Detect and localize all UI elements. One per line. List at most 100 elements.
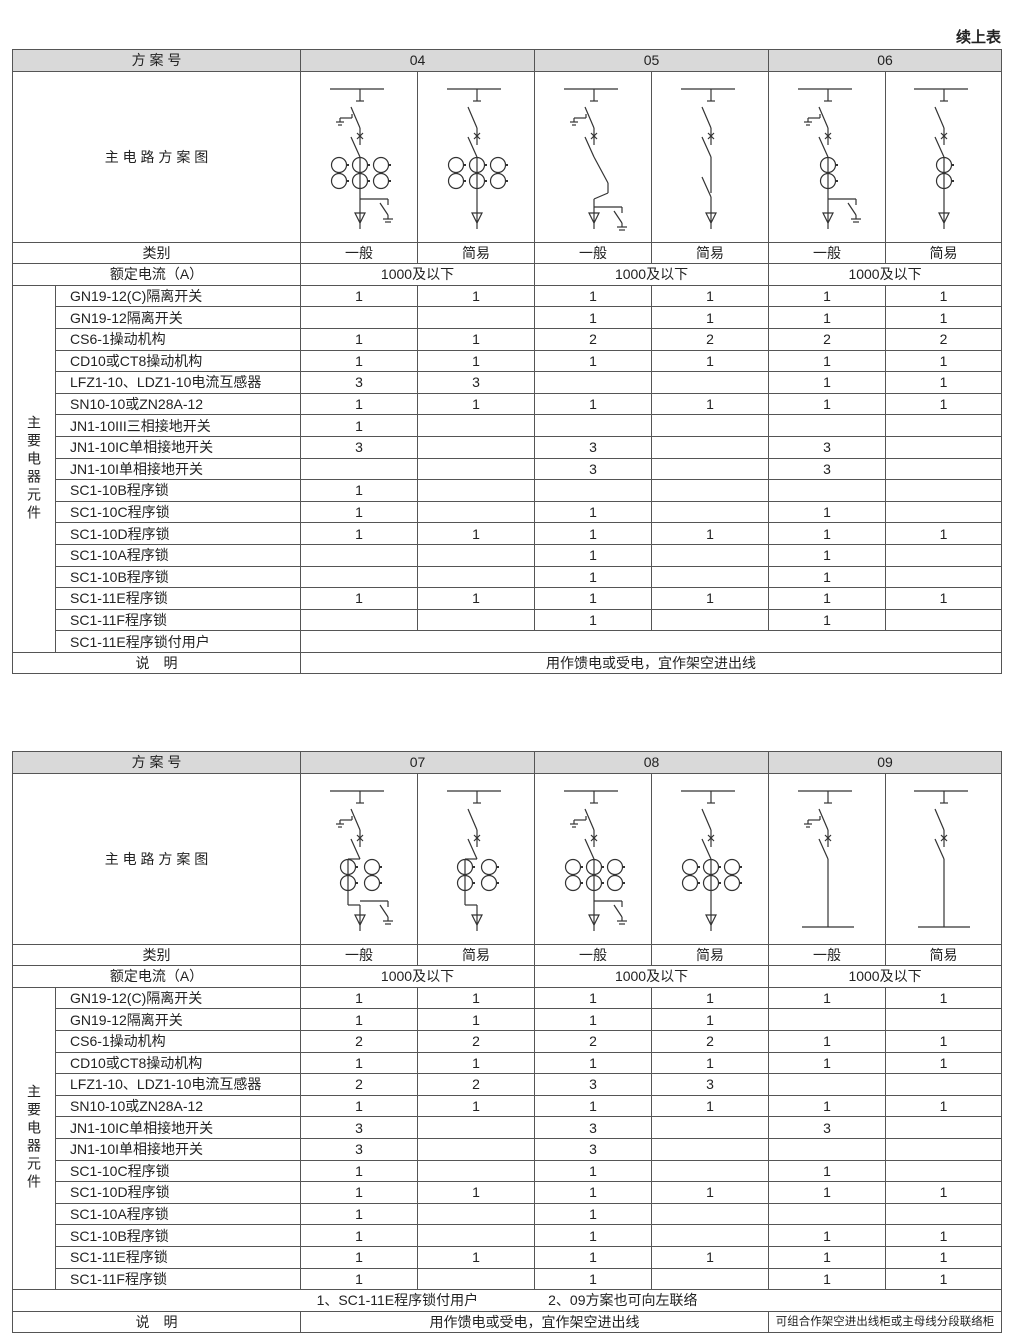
component-name: SC1-10A程序锁 xyxy=(55,1202,301,1226)
component-qty: 1 xyxy=(416,986,536,1010)
component-qty: 1 xyxy=(416,1245,536,1269)
component-qty: 1 xyxy=(651,1051,770,1075)
component-name: SC1-10D程序锁 xyxy=(55,522,301,545)
main-components-label: 主要电器元件 xyxy=(12,986,56,1291)
component-qty xyxy=(885,1008,1003,1031)
component-name: SN10-10或ZN28A-12 xyxy=(55,1094,301,1118)
component-qty: 1 xyxy=(885,1029,1003,1053)
component-qty: 1 xyxy=(768,1094,887,1118)
component-row: SC1-11E程序锁 1 1 1 1 1 1 xyxy=(13,587,1003,610)
scheme-number: 04 xyxy=(299,49,536,72)
circuit-diagram xyxy=(329,789,393,931)
component-qty: 1 xyxy=(300,1051,418,1075)
circuit-diagram xyxy=(797,87,861,229)
component-qty xyxy=(885,608,1003,632)
diagram-cell xyxy=(300,772,418,945)
circuit-diagram xyxy=(329,87,393,229)
component-qty: 1 xyxy=(416,1051,536,1075)
diagram-cell xyxy=(651,70,770,243)
component-name: JN1-10IC单相接地开关 xyxy=(55,1116,301,1139)
component-qty xyxy=(416,479,536,502)
diagram-cell xyxy=(416,772,536,945)
component-qty: 1 xyxy=(416,349,536,373)
component-qty: 1 xyxy=(300,1267,418,1291)
component-qty: 2 xyxy=(300,1073,418,1096)
circuit-diagram xyxy=(563,87,627,231)
diagram-cell xyxy=(768,70,887,243)
component-qty: 1 xyxy=(416,587,536,610)
component-qty: 2 xyxy=(651,327,770,351)
component-qty: 1 xyxy=(885,1224,1003,1247)
scheme-header-row: 方 案 号 07 08 09 xyxy=(12,751,1003,774)
component-name: GN19-12(C)隔离开关 xyxy=(55,986,301,1010)
component-qty xyxy=(416,1224,536,1247)
scheme-number: 07 xyxy=(299,751,536,774)
scheme-number: 09 xyxy=(768,751,1003,774)
component-qty xyxy=(534,479,653,502)
component-qty: 1 xyxy=(534,1094,653,1118)
component-qty xyxy=(651,1137,770,1161)
component-qty xyxy=(651,479,770,502)
component-qty: 1 xyxy=(885,522,1003,545)
component-qty xyxy=(885,1116,1003,1139)
component-qty xyxy=(416,543,536,567)
category-cell: 一般 xyxy=(300,943,418,967)
component-qty: 1 xyxy=(416,284,536,308)
remarks-cell: 可组合作架空进出线柜或主母线分段联络柜 xyxy=(768,1310,1003,1334)
component-qty: 3 xyxy=(416,371,536,394)
component-qty: 1 xyxy=(300,414,418,437)
component-qty: 1 xyxy=(534,986,653,1010)
component-qty: 1 xyxy=(651,392,770,416)
component-qty: 2 xyxy=(534,1029,653,1053)
component-qty: 1 xyxy=(651,522,770,545)
diagram-row: 主 电 路 方 案 图 xyxy=(12,772,1003,945)
component-row: GN19-12隔离开关 1 1 1 1 xyxy=(13,306,1003,329)
category-cell: 一般 xyxy=(534,241,653,265)
component-qty: 1 xyxy=(768,587,887,610)
component-qty: 1 xyxy=(885,349,1003,373)
component-qty: 1 xyxy=(768,284,887,308)
component-qty: 1 xyxy=(534,565,653,589)
component-row: 主要电器元件 GN19-12(C)隔离开关 1 1 1 1 1 1 xyxy=(12,284,1003,653)
component-qty xyxy=(768,479,887,502)
component-qty xyxy=(300,565,418,589)
component-row: SC1-10A程序锁 1 1 xyxy=(13,543,1003,567)
component-row: LFZ1-10、LDZ1-10电流互感器 2 2 3 3 xyxy=(13,1073,1003,1096)
component-qty: 1 xyxy=(768,522,887,545)
component-qty xyxy=(651,500,770,524)
component-qty: 1 xyxy=(300,1245,418,1269)
component-qty: 1 xyxy=(885,587,1003,610)
component-qty: 1 xyxy=(534,587,653,610)
notes-cell: 1、SC1-11E程序锁付用户 2、09方案也可向左联络 xyxy=(11,1289,1003,1312)
component-qty: 1 xyxy=(534,284,653,308)
component-qty: 2 xyxy=(651,1029,770,1053)
remarks-row: 说 明用作馈电或受电，宜作架空进出线 可组合作架空进出线柜或主母线分段联络柜 xyxy=(12,1310,1003,1334)
component-qty: 2 xyxy=(416,1029,536,1053)
component-qty: 1 xyxy=(651,1094,770,1118)
component-row: SC1-11F程序锁 1 1 xyxy=(13,608,1003,632)
remarks-label: 说 明 xyxy=(12,1310,301,1334)
component-qty: 3 xyxy=(300,435,418,459)
component-qty: 1 xyxy=(885,306,1003,329)
component-qty: 1 xyxy=(768,392,887,416)
component-qty xyxy=(416,500,536,524)
component-qty: 1 xyxy=(534,500,653,524)
scheme-number: 08 xyxy=(534,751,770,774)
category-cell: 简易 xyxy=(885,943,1003,967)
component-qty: 1 xyxy=(534,1051,653,1075)
diagram-cell xyxy=(885,772,1003,945)
component-qty: 1 xyxy=(416,1094,536,1118)
rated-current-cell: 1000及以下 xyxy=(768,263,1003,286)
component-qty: 1 xyxy=(768,1029,887,1053)
category-cell: 一般 xyxy=(534,943,653,967)
component-qty xyxy=(651,608,770,632)
component-qty: 1 xyxy=(768,1245,887,1269)
component-name: JN1-10III三相接地开关 xyxy=(55,414,301,437)
component-qty: 1 xyxy=(768,1181,887,1204)
component-qty xyxy=(300,543,418,567)
category-label: 类别 xyxy=(12,943,301,967)
category-cell: 简易 xyxy=(651,943,770,967)
component-qty: 3 xyxy=(768,1116,887,1139)
main-circuit-label: 主 电 路 方 案 图 xyxy=(12,772,301,945)
component-qty: 1 xyxy=(534,1159,653,1183)
